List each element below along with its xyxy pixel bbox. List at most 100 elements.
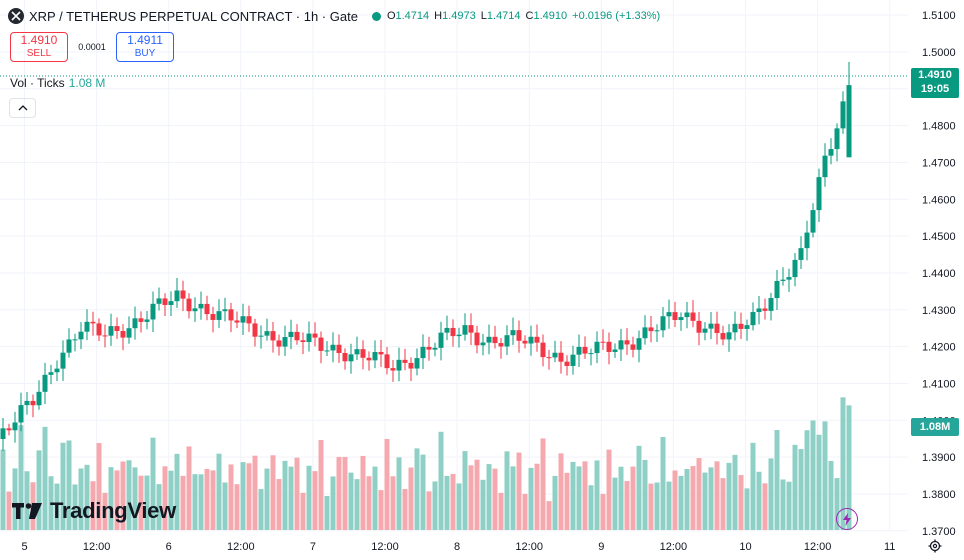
candle-body xyxy=(114,326,120,332)
candle-body xyxy=(780,279,786,281)
volume-bar xyxy=(18,425,24,530)
candle-body xyxy=(588,353,594,355)
candle-body xyxy=(180,290,186,299)
candle-body xyxy=(0,428,6,439)
volume-bar xyxy=(756,471,762,530)
volume-bar xyxy=(60,442,66,530)
lightning-icon[interactable] xyxy=(836,508,858,530)
volume-bar xyxy=(822,421,828,530)
candle-body xyxy=(570,354,576,366)
volume-bar xyxy=(546,501,552,530)
time-tick-label: 12:00 xyxy=(804,541,832,553)
volume-legend-value: 1.08 M xyxy=(68,76,106,90)
candle-body xyxy=(390,368,396,371)
volume-bar xyxy=(534,463,540,530)
candle-body xyxy=(6,428,12,431)
volume-bar xyxy=(762,483,768,530)
volume-bar xyxy=(828,461,834,530)
candle-body xyxy=(318,337,324,351)
sell-button[interactable]: 1.4910 SELL xyxy=(10,32,68,62)
trade-panel: 1.4910 SELL 0.0001 1.4911 BUY xyxy=(10,32,174,62)
candle-body xyxy=(150,303,156,320)
candle-body xyxy=(516,330,522,341)
volume-bar xyxy=(78,468,84,530)
last-price-label: 1.4910 19:05 xyxy=(911,68,959,98)
volume-bar xyxy=(258,489,264,530)
candle-body xyxy=(270,331,276,341)
volume-bar xyxy=(462,451,468,530)
candle-body xyxy=(726,332,732,340)
volume-bar xyxy=(426,491,432,530)
volume-bar xyxy=(360,455,366,530)
candle-body xyxy=(606,341,612,352)
spread-value: 0.0001 xyxy=(78,42,106,52)
candle-body xyxy=(42,374,48,392)
time-tick-label: 12:00 xyxy=(83,541,111,553)
volume-bar xyxy=(684,469,690,530)
volume-bar xyxy=(246,463,252,530)
candle-body xyxy=(486,336,492,343)
volume-bar xyxy=(186,446,192,530)
candle-body xyxy=(414,358,420,369)
gear-icon[interactable] xyxy=(928,539,942,558)
time-tick-label: 5 xyxy=(21,541,27,553)
candle-body xyxy=(672,312,678,321)
volume-bar xyxy=(450,473,456,530)
candle-body xyxy=(84,321,90,332)
buy-button[interactable]: 1.4911 BUY xyxy=(116,32,174,62)
collapse-legend-button[interactable] xyxy=(9,98,36,118)
candle-body xyxy=(648,327,654,332)
candle-body xyxy=(174,290,180,302)
candle-body xyxy=(504,335,510,347)
time-tick-label: 12:00 xyxy=(227,541,255,553)
volume-bar xyxy=(6,491,12,530)
chart-legend: XRP / TETHERUS PERPETUAL CONTRACT · 1h ·… xyxy=(8,8,665,24)
candle-body xyxy=(96,323,102,336)
volume-bar xyxy=(816,434,822,530)
volume-legend[interactable]: Vol · Ticks 1.08 M xyxy=(10,76,105,90)
volume-bar xyxy=(174,453,180,530)
close-key: C xyxy=(525,10,534,22)
volume-bar xyxy=(390,476,396,530)
candle-body xyxy=(810,210,816,233)
candle-body xyxy=(438,332,444,348)
candle-body xyxy=(12,422,18,431)
volume-bar xyxy=(738,475,744,530)
candlesticks xyxy=(0,61,852,451)
candle-body xyxy=(294,331,300,341)
volume-bar xyxy=(42,426,48,530)
candle-body xyxy=(618,340,624,350)
volume-bar xyxy=(378,490,384,530)
candle-body xyxy=(576,346,582,355)
low-value: 1.4714 xyxy=(486,10,521,22)
candle-body xyxy=(30,400,36,406)
candle-body xyxy=(66,339,72,353)
candle-body xyxy=(168,301,174,305)
candle-body xyxy=(402,359,408,363)
volume-bar xyxy=(96,443,102,530)
sell-price: 1.4910 xyxy=(20,33,58,47)
symbol-title[interactable]: XRP / TETHERUS PERPETUAL CONTRACT · 1h ·… xyxy=(29,8,358,24)
volume-bar xyxy=(282,460,288,530)
volume-bar xyxy=(558,453,564,530)
volume-bar xyxy=(372,466,378,530)
volume-bar xyxy=(708,467,714,530)
bar-countdown: 19:05 xyxy=(920,83,950,95)
volume-bar xyxy=(0,449,6,530)
candle-body xyxy=(558,352,564,362)
time-tick-label: 8 xyxy=(454,541,460,553)
chevron-up-icon xyxy=(18,105,27,111)
tradingview-logo[interactable]: TradingView xyxy=(12,498,176,524)
volume-bar xyxy=(240,462,246,530)
price-tick-label: 1.5000 xyxy=(922,47,956,59)
volume-bar xyxy=(702,472,708,530)
candle-body xyxy=(288,331,294,338)
buy-label: BUY xyxy=(134,48,156,59)
candle-body xyxy=(816,177,822,211)
volume-bar xyxy=(630,466,636,530)
candle-body xyxy=(828,149,834,156)
volume-bar xyxy=(270,455,276,530)
candle-body xyxy=(582,346,588,354)
volume-bar xyxy=(90,481,96,530)
